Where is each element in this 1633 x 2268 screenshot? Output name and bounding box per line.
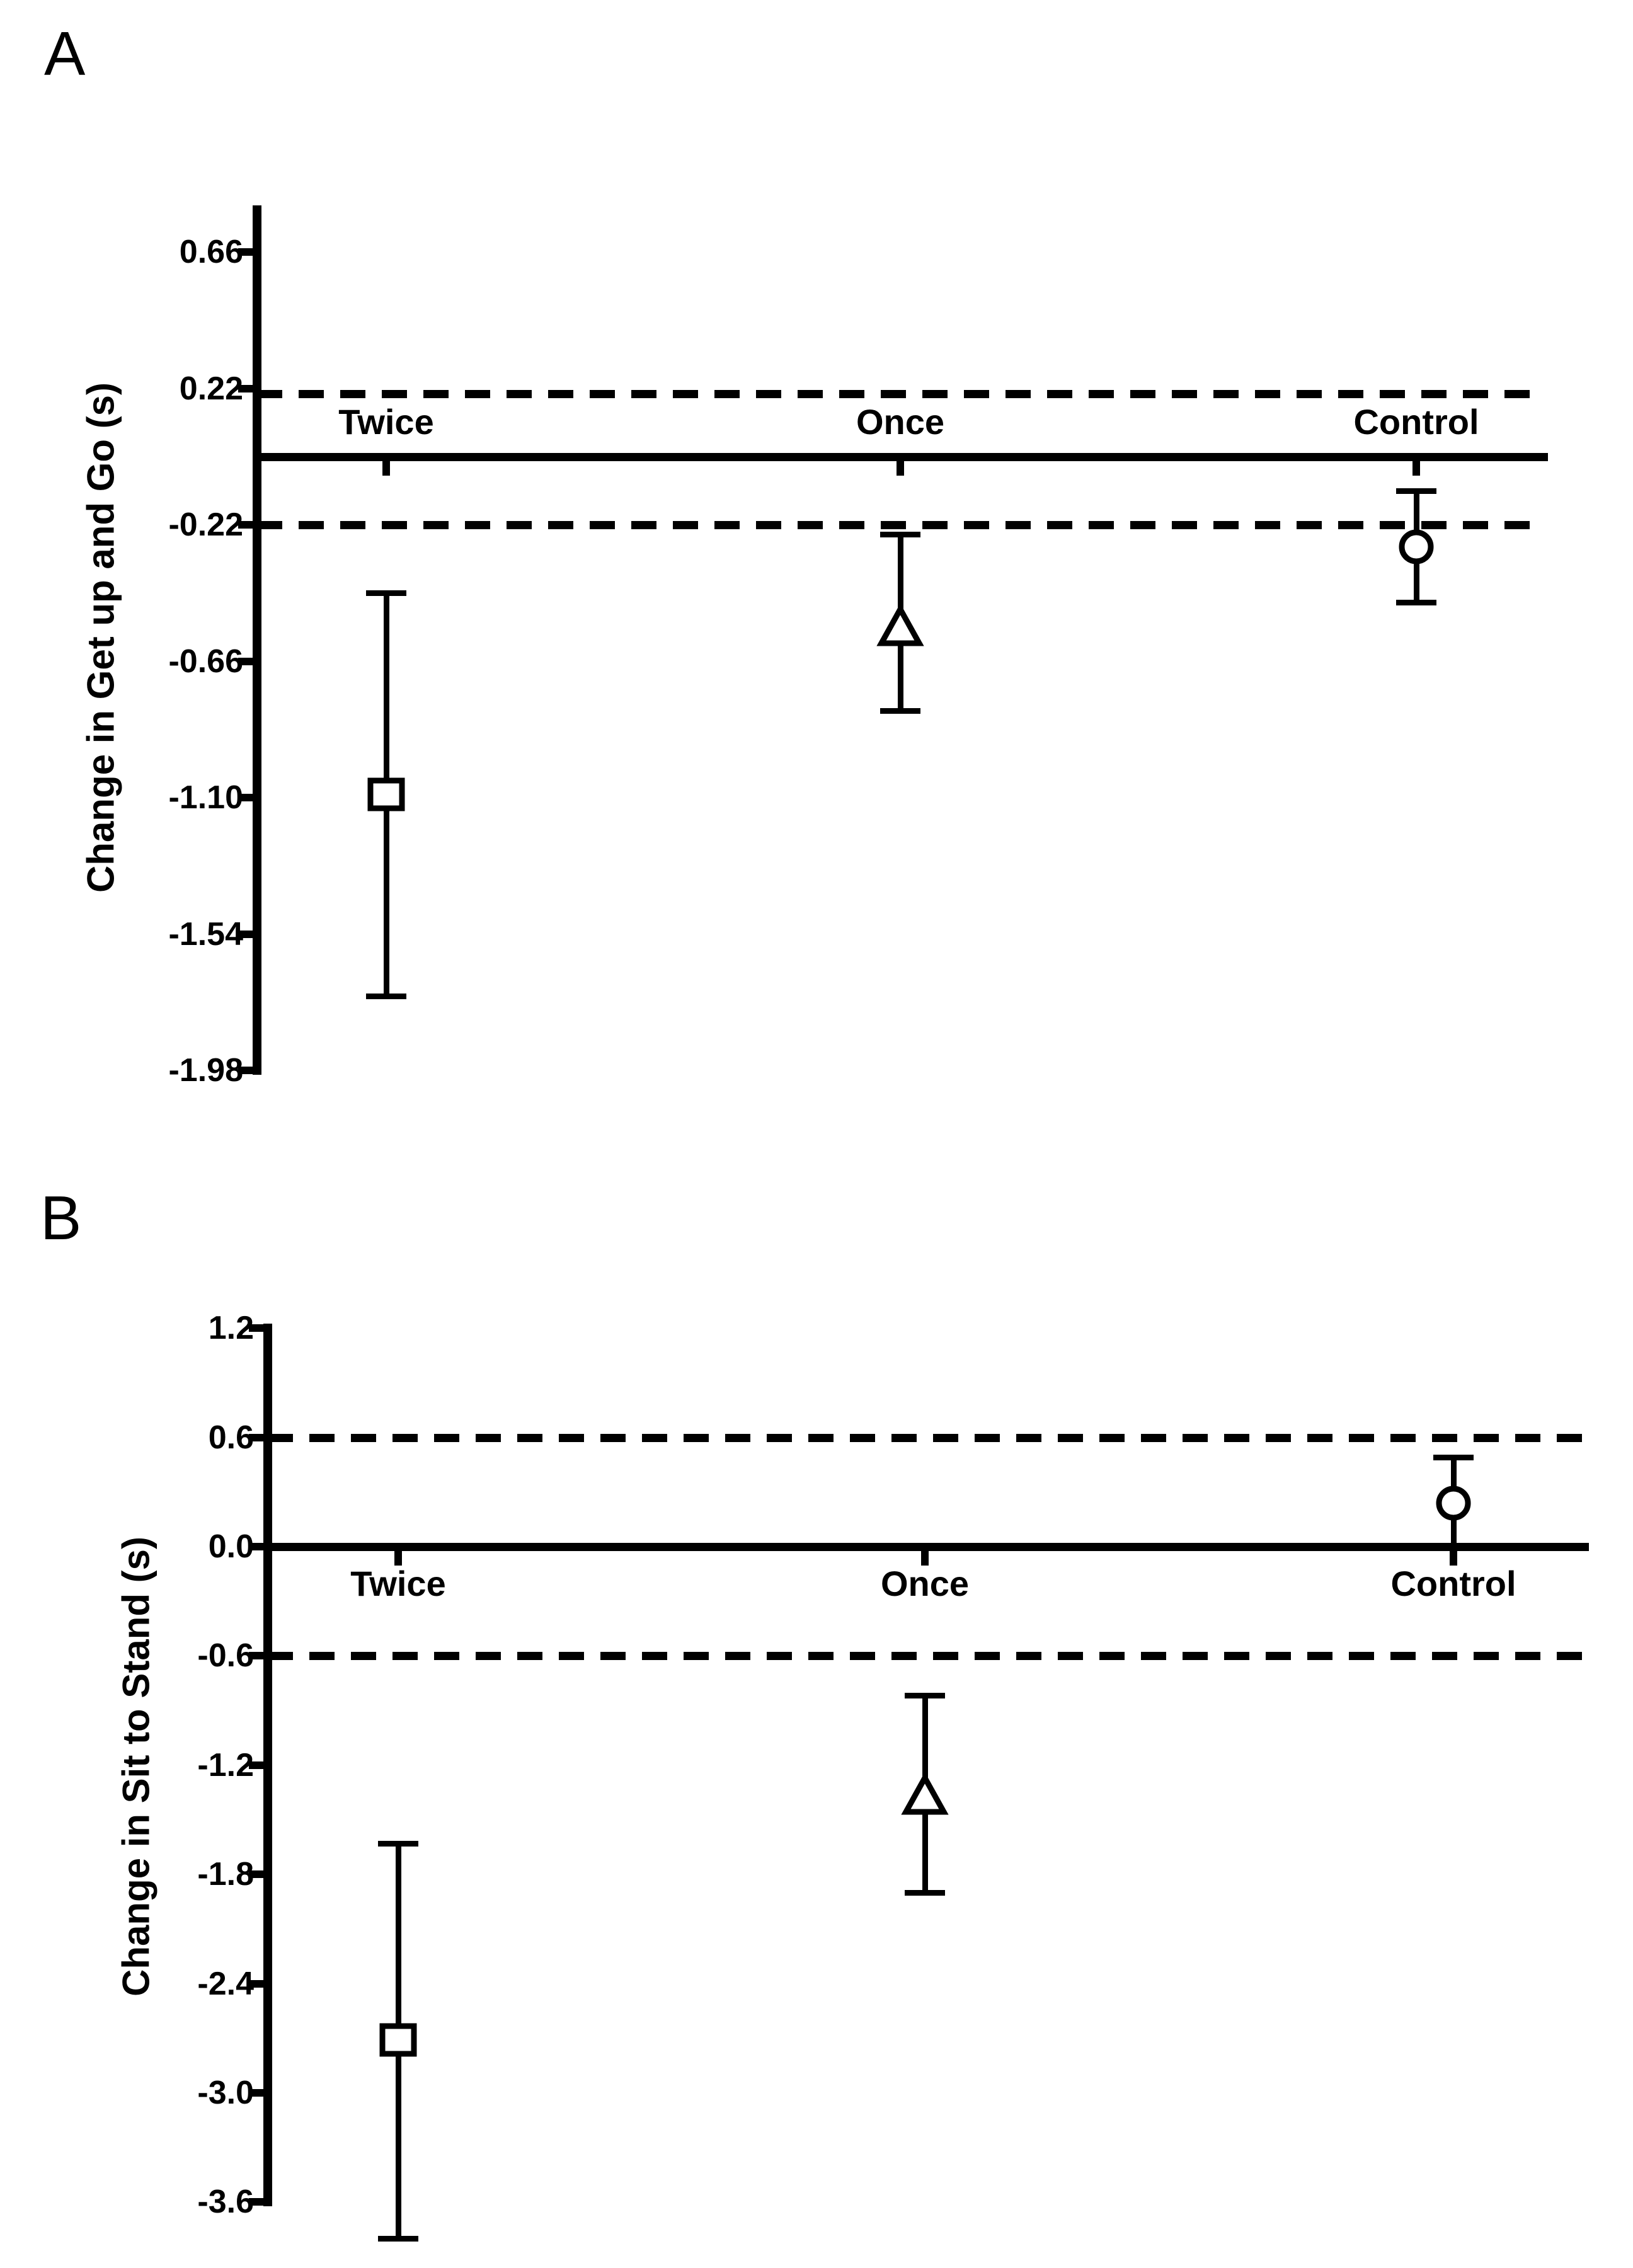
y-tick-A <box>238 931 257 938</box>
y-tick-label-A: -1.54 <box>168 916 243 953</box>
x-tick-twice-B <box>394 1547 402 1566</box>
error-bar-cap-top-once-A <box>880 532 920 537</box>
y-tick-A <box>238 794 257 801</box>
panel-letter-A: A <box>44 19 86 88</box>
y-tick-A <box>238 1067 257 1074</box>
x-tick-once-B <box>921 1547 929 1566</box>
y-tick-B <box>249 1652 268 1659</box>
y-tick-B <box>249 1980 268 1988</box>
marker-circle-control-A <box>1399 529 1434 564</box>
y-tick-B <box>249 1870 268 1878</box>
panel-letter-B: B <box>40 1183 82 1252</box>
y-axis-A <box>253 205 261 1075</box>
y-tick-label-B: -0.6 <box>197 1637 254 1674</box>
y-tick-B <box>249 1434 268 1441</box>
y-tick-label-B: 0.6 <box>208 1419 254 1456</box>
y-tick-B <box>249 2089 268 2097</box>
y-tick-A <box>238 521 257 529</box>
marker-square-twice-A <box>367 777 405 811</box>
group-label-twice-B: Twice <box>350 1564 446 1603</box>
error-bar-cap-top-twice-A <box>366 590 406 596</box>
y-tick-label-B: -3.6 <box>197 2184 254 2220</box>
group-label-control-B: Control <box>1390 1564 1516 1603</box>
error-bar-cap-top-control-A <box>1396 488 1436 494</box>
error-bar-cap-top-twice-B <box>378 1841 418 1847</box>
y-tick-label-B: -3.0 <box>197 2075 254 2111</box>
y-tick-label-A: 0.22 <box>179 370 243 407</box>
y-tick-label-B: 0.0 <box>208 1528 254 1565</box>
group-label-once-B: Once <box>880 1564 970 1603</box>
y-tick-B <box>249 2198 268 2206</box>
mdc-dashed-line-B <box>268 1652 1586 1660</box>
error-bar-cap-bottom-once-B <box>905 1890 945 1896</box>
mdc-dashed-line-A <box>257 390 1540 398</box>
y-tick-A <box>238 658 257 665</box>
marker-square-twice-B <box>379 2023 417 2057</box>
y-tick-label-B: -1.8 <box>197 1856 254 1893</box>
error-bar-cap-top-once-B <box>905 1693 945 1698</box>
y-tick-label-A: -0.22 <box>168 507 243 543</box>
y-tick-B <box>249 1324 268 1332</box>
x-tick-control-A <box>1412 457 1420 476</box>
y-tick-label-A: -0.66 <box>168 643 243 680</box>
marker-triangle-once-A <box>876 603 924 646</box>
y-tick-label-A: -1.10 <box>168 779 243 816</box>
x-tick-control-B <box>1450 1547 1457 1566</box>
error-bar-cap-bottom-once-A <box>880 708 920 714</box>
y-tick-label-B: -1.2 <box>197 1747 254 1784</box>
group-label-control-A: Control <box>1353 402 1479 442</box>
error-bar-cap-bottom-control-B <box>1433 1544 1474 1550</box>
error-bar-cap-bottom-twice-B <box>378 2236 418 2242</box>
error-bar-cap-bottom-twice-A <box>366 994 406 999</box>
y-tick-B <box>249 1543 268 1550</box>
mdc-dashed-line-A <box>257 521 1540 529</box>
marker-triangle-once-B <box>901 1772 949 1815</box>
y-tick-label-A: -1.98 <box>168 1052 243 1089</box>
mdc-dashed-line-B <box>268 1434 1586 1442</box>
marker-circle-control-B <box>1436 1486 1471 1521</box>
group-label-once-A: Once <box>856 402 945 442</box>
y-tick-A <box>238 248 257 256</box>
y-tick-label-B: 1.2 <box>208 1310 254 1346</box>
x-tick-twice-A <box>382 457 390 476</box>
y-tick-B <box>249 1761 268 1769</box>
y-tick-A <box>238 385 257 392</box>
group-label-twice-A: Twice <box>338 402 434 442</box>
error-bar-cap-top-control-B <box>1433 1455 1474 1460</box>
x-tick-once-A <box>897 457 904 476</box>
y-tick-label-A: 0.66 <box>179 234 243 270</box>
error-bar-cap-bottom-control-A <box>1396 600 1436 605</box>
y-tick-label-B: -2.4 <box>197 1966 254 2002</box>
